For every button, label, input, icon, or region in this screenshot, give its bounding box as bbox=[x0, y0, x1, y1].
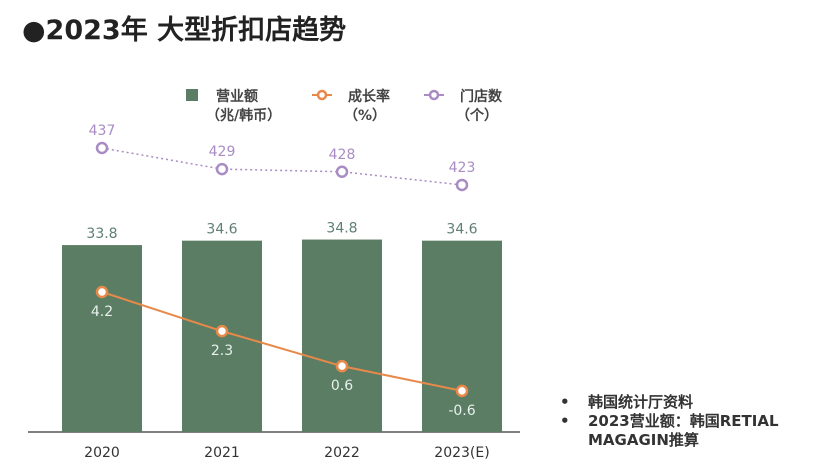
growth-point bbox=[215, 324, 229, 338]
page-title: ●2023年 大型折扣店趋势 bbox=[22, 15, 347, 46]
stores-value-label: 429 bbox=[209, 144, 236, 160]
legend-label: 营业额 bbox=[216, 88, 258, 105]
bar-value-label: 33.8 bbox=[86, 226, 117, 242]
growth-value-label: 0.6 bbox=[331, 378, 353, 394]
legend-marker bbox=[316, 89, 328, 101]
note: 韩国统计厅资料 bbox=[560, 393, 831, 412]
stores-value-label: 437 bbox=[89, 123, 116, 139]
bar-value-label: 34.6 bbox=[206, 222, 237, 238]
source-notes: 韩国统计厅资料 2023营业额：韩国RETIAL MAGAGIN推算 bbox=[560, 393, 831, 450]
legend-label: 成长率 bbox=[348, 88, 390, 105]
growth-point bbox=[335, 359, 349, 373]
stores-line bbox=[101, 147, 463, 186]
bar-value-label: 34.8 bbox=[326, 221, 357, 237]
legend-bar-swatch bbox=[186, 89, 198, 101]
bar bbox=[302, 239, 382, 432]
stores-value-label: 428 bbox=[329, 147, 356, 163]
legend-unit: （%） bbox=[344, 108, 386, 124]
growth-value-label: 2.3 bbox=[211, 343, 233, 359]
note: 2023营业额：韩国RETIAL MAGAGIN推算 bbox=[560, 412, 831, 450]
legend-marker bbox=[428, 89, 440, 101]
stores-value-label: 423 bbox=[449, 160, 476, 176]
bar bbox=[62, 245, 142, 432]
legend-label: 门店数 bbox=[460, 88, 503, 105]
stores-point bbox=[455, 178, 469, 192]
bar-value-label: 34.6 bbox=[446, 222, 477, 238]
stores-point bbox=[215, 162, 229, 176]
x-tick-label: 2023(E) bbox=[434, 445, 489, 461]
stores-point bbox=[95, 141, 109, 155]
growth-point bbox=[95, 285, 109, 299]
growth-line bbox=[101, 291, 463, 392]
legend-unit: （个） bbox=[456, 107, 498, 124]
growth-point bbox=[455, 384, 469, 398]
growth-value-label: 4.2 bbox=[91, 304, 113, 320]
x-tick-label: 2021 bbox=[204, 445, 240, 461]
stores-point bbox=[335, 165, 349, 179]
legend-unit: （兆/韩币） bbox=[206, 107, 281, 124]
x-tick-label: 2020 bbox=[84, 445, 120, 461]
bar bbox=[422, 240, 502, 432]
growth-value-label: -0.6 bbox=[448, 403, 475, 419]
x-tick-label: 2022 bbox=[324, 445, 360, 461]
